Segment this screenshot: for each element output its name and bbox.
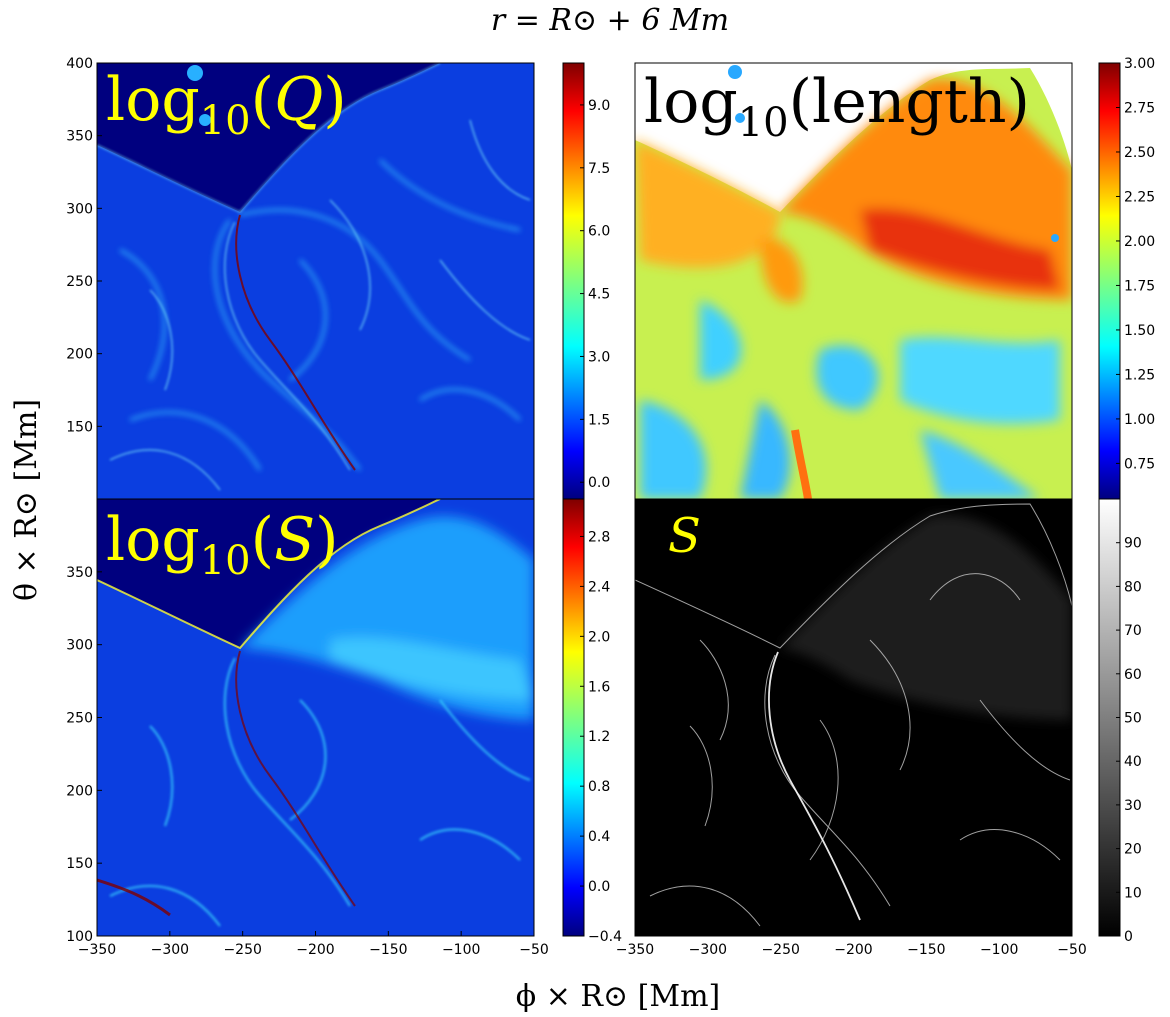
colorbar-tick-label: 2.50: [1124, 145, 1155, 161]
x-tick-label: −250: [761, 942, 799, 958]
colorbar-tick-label: 80: [1124, 579, 1142, 595]
x-tick-label: −200: [834, 942, 872, 958]
colorbar-tick-label: 9.0: [588, 98, 610, 114]
colorbar-tick-label: 50: [1124, 711, 1142, 727]
colorbar-tick-label: 1.25: [1124, 367, 1155, 383]
colorbar-tick-label: 20: [1124, 842, 1142, 858]
colorbar-tick-label: 0.75: [1124, 456, 1155, 472]
x-tick-label: −100: [442, 942, 480, 958]
panel-log10-s: [97, 499, 534, 936]
y-tick-label: 150: [66, 419, 93, 435]
colorbar-tick-label: 2.4: [588, 579, 610, 595]
y-tick-label: 100: [66, 929, 93, 945]
y-tick-label: 150: [66, 856, 93, 872]
colorbar-tick-label: 6.0: [588, 224, 610, 240]
colorbar-tick-label: 2.00: [1124, 234, 1155, 250]
x-tick-label: −300: [151, 942, 189, 958]
colorbar-tick-label: 30: [1124, 798, 1142, 814]
colorbar-tick-label: 1.00: [1124, 412, 1155, 428]
colorbar-tick-label: 2.75: [1124, 100, 1155, 116]
colorbar-tick-label: 1.75: [1124, 278, 1155, 294]
colorbar-tick-label: 7.5: [588, 161, 610, 177]
panel-a-label: log10(Q): [106, 65, 347, 144]
x-tick-label: −150: [907, 942, 945, 958]
colorbar-tick-label: 0.0: [588, 475, 610, 491]
colorbar-tick-label: 1.50: [1124, 323, 1155, 339]
y-axis-label: θ × R⊙ [Mm]: [9, 399, 44, 601]
panel-log10-q: [97, 63, 534, 499]
colorbar-tick-label: 70: [1124, 623, 1142, 639]
colorbar-tick-label: 3.00: [1124, 56, 1155, 72]
colorbar-tick-label: 0.8: [588, 779, 610, 795]
y-tick-label: 400: [66, 56, 93, 72]
colorbar-tick-label: 1.2: [588, 729, 610, 745]
x-tick-label: −100: [980, 942, 1018, 958]
axis-ticks: 4003503002502001500.01.53.04.56.07.59.00…: [66, 56, 1155, 958]
colorbar-tick-label: 1.6: [588, 679, 610, 695]
y-tick-label: 350: [66, 129, 93, 145]
panel-log10-length: [635, 63, 1072, 499]
colorbar-tick-label: 10: [1124, 885, 1142, 901]
colorbar-tick-label: 2.8: [588, 529, 610, 545]
y-tick-label: 250: [66, 711, 93, 727]
colorbar-tick-label: 2.25: [1124, 189, 1155, 205]
colorbar-tick-label: −0.4: [588, 929, 622, 945]
colorbar-b: [1098, 62, 1121, 500]
y-tick-label: 200: [66, 347, 93, 363]
colorbar-tick-label: 4.5: [588, 287, 610, 303]
y-tick-label: 300: [66, 201, 93, 217]
colorbar-tick-label: 0.4: [588, 829, 610, 845]
y-tick-label: 350: [66, 565, 93, 581]
x-axis-label: ϕ × R⊙ [Mm]: [516, 979, 721, 1014]
x-tick-label: −250: [223, 942, 261, 958]
colorbar-tick-label: 60: [1124, 667, 1142, 683]
colorbar-a: [562, 62, 585, 500]
panel-b-label: log10(length): [644, 67, 1030, 146]
colorbar-tick-label: 1.5: [588, 412, 610, 428]
colorbar-c: [562, 498, 585, 937]
x-tick-label: −350: [616, 942, 654, 958]
colorbar-tick-label: 2.0: [588, 629, 610, 645]
y-tick-label: 250: [66, 274, 93, 290]
x-tick-label: −300: [689, 942, 727, 958]
panel-s: [635, 499, 1072, 936]
x-tick-label: −50: [519, 942, 549, 958]
colorbar-tick-label: 3.0: [588, 349, 610, 365]
x-tick-label: −200: [296, 942, 334, 958]
y-tick-label: 300: [66, 638, 93, 654]
y-tick-label: 200: [66, 783, 93, 799]
x-tick-label: −350: [78, 942, 116, 958]
figure-title: r = R⊙ + 6 Mm: [491, 3, 729, 38]
x-tick-label: −50: [1057, 942, 1087, 958]
panel-d-label: S: [668, 508, 701, 564]
x-tick-label: −150: [369, 942, 407, 958]
colorbar-tick-label: 40: [1124, 754, 1142, 770]
colorbar-tick-label: 0.0: [588, 879, 610, 895]
colorbar-tick-label: 0: [1124, 929, 1133, 945]
colorbar-tick-label: 90: [1124, 536, 1142, 552]
